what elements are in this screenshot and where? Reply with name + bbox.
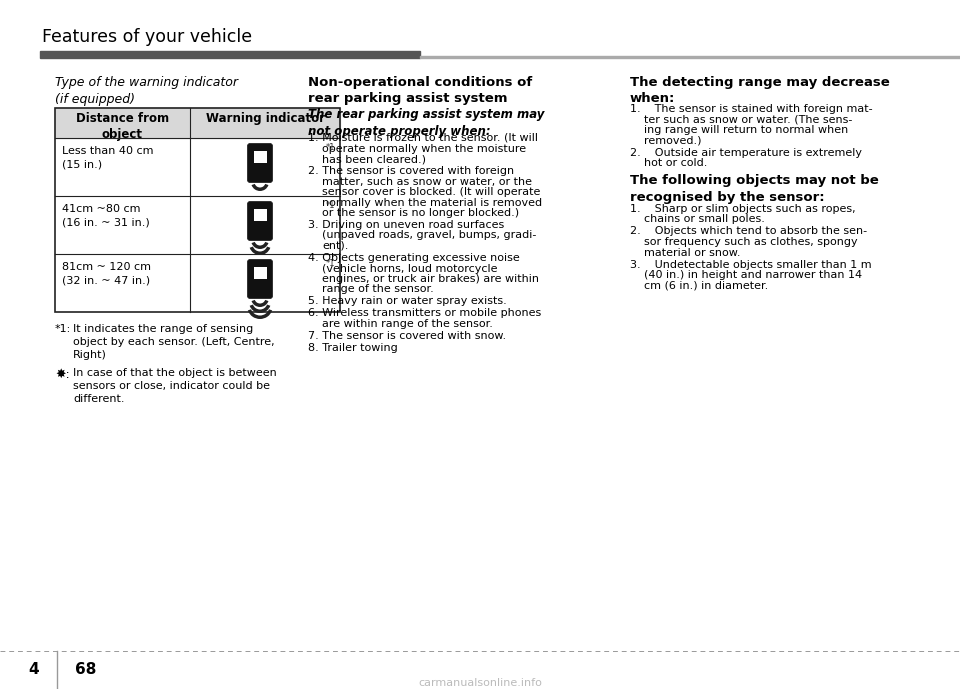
Text: sensor cover is blocked. (It will operate: sensor cover is blocked. (It will operat… bbox=[322, 187, 540, 197]
Text: The rear parking assist system may
not operate properly when:: The rear parking assist system may not o… bbox=[308, 108, 544, 138]
Text: rear parking assist system: rear parking assist system bbox=[308, 92, 508, 105]
Text: Less than 40 cm
(15 in.): Less than 40 cm (15 in.) bbox=[62, 146, 154, 169]
Bar bbox=[55, 108, 340, 312]
Text: 4: 4 bbox=[29, 662, 39, 677]
Text: Features of your vehicle: Features of your vehicle bbox=[42, 28, 252, 46]
Text: *1: *1 bbox=[326, 143, 335, 152]
Text: 2. The sensor is covered with foreign: 2. The sensor is covered with foreign bbox=[308, 166, 515, 176]
Bar bbox=[253, 151, 267, 163]
Bar bbox=[253, 209, 267, 221]
Text: 3. Driving on uneven road surfaces: 3. Driving on uneven road surfaces bbox=[308, 220, 504, 230]
Text: material or snow.: material or snow. bbox=[630, 247, 740, 258]
Text: In case of that the object is between
sensors or close, indicator could be
diffe: In case of that the object is between se… bbox=[73, 368, 276, 404]
Text: Warning indicator: Warning indicator bbox=[205, 112, 324, 125]
Wedge shape bbox=[250, 247, 271, 255]
Text: 4. Objects generating excessive noise: 4. Objects generating excessive noise bbox=[308, 253, 519, 263]
Wedge shape bbox=[252, 300, 269, 307]
FancyBboxPatch shape bbox=[248, 143, 273, 183]
Bar bbox=[253, 267, 267, 279]
Text: ✸:: ✸: bbox=[55, 368, 70, 381]
Wedge shape bbox=[248, 309, 273, 319]
Text: 41cm ~80 cm
(16 in. ~ 31 in.): 41cm ~80 cm (16 in. ~ 31 in.) bbox=[62, 204, 150, 227]
Wedge shape bbox=[252, 242, 269, 249]
Text: engines, or truck air brakes) are within: engines, or truck air brakes) are within bbox=[322, 274, 539, 284]
Text: 81cm ~ 120 cm
(32 in. ~ 47 in.): 81cm ~ 120 cm (32 in. ~ 47 in.) bbox=[62, 262, 151, 285]
Text: Distance from
object: Distance from object bbox=[76, 112, 169, 141]
Text: The detecting range may decrease
when:: The detecting range may decrease when: bbox=[630, 76, 890, 105]
Text: (40 in.) in height and narrower than 14: (40 in.) in height and narrower than 14 bbox=[630, 270, 862, 280]
Wedge shape bbox=[252, 184, 269, 191]
Wedge shape bbox=[250, 305, 271, 313]
Text: 6. Wireless transmitters or mobile phones: 6. Wireless transmitters or mobile phone… bbox=[308, 309, 541, 318]
Bar bbox=[420, 56, 960, 58]
Text: cm (6 in.) in diameter.: cm (6 in.) in diameter. bbox=[630, 280, 768, 291]
Text: 2.    Outside air temperature is extremely: 2. Outside air temperature is extremely bbox=[630, 147, 862, 158]
Text: Type of the warning indicator
(if equipped): Type of the warning indicator (if equipp… bbox=[55, 76, 238, 106]
Text: sor frequency such as clothes, spongy: sor frequency such as clothes, spongy bbox=[630, 237, 857, 247]
FancyBboxPatch shape bbox=[248, 201, 273, 240]
Text: normally when the material is removed: normally when the material is removed bbox=[322, 198, 542, 207]
Bar bbox=[55, 108, 340, 138]
Text: 2.    Objects which tend to absorb the sen-: 2. Objects which tend to absorb the sen- bbox=[630, 227, 867, 236]
Text: 5. Heavy rain or water spray exists.: 5. Heavy rain or water spray exists. bbox=[308, 296, 507, 307]
Text: ter such as snow or water. (The sens-: ter such as snow or water. (The sens- bbox=[630, 114, 852, 125]
Text: hot or cold.: hot or cold. bbox=[630, 158, 708, 168]
Text: range of the sensor.: range of the sensor. bbox=[322, 285, 434, 294]
Bar bbox=[40, 51, 420, 58]
Text: 68: 68 bbox=[75, 662, 96, 677]
Text: (vehicle horns, loud motorcycle: (vehicle horns, loud motorcycle bbox=[322, 263, 497, 274]
Text: are within range of the sensor.: are within range of the sensor. bbox=[322, 319, 492, 329]
Text: removed.): removed.) bbox=[630, 136, 702, 145]
Text: ing range will return to normal when: ing range will return to normal when bbox=[630, 125, 849, 135]
FancyBboxPatch shape bbox=[248, 260, 273, 298]
Text: has been cleared.): has been cleared.) bbox=[322, 154, 426, 164]
Text: carmanualsonline.info: carmanualsonline.info bbox=[418, 678, 542, 688]
Text: 1.    Sharp or slim objects such as ropes,: 1. Sharp or slim objects such as ropes, bbox=[630, 204, 855, 214]
Text: (unpaved roads, gravel, bumps, gradi-: (unpaved roads, gravel, bumps, gradi- bbox=[322, 231, 537, 240]
Text: It indicates the range of sensing
object by each sensor. (Left, Centre,
Right): It indicates the range of sensing object… bbox=[73, 324, 275, 360]
Text: operate normally when the moisture: operate normally when the moisture bbox=[322, 143, 526, 154]
Text: 7. The sensor is covered with snow.: 7. The sensor is covered with snow. bbox=[308, 331, 506, 341]
Text: 8. Trailer towing: 8. Trailer towing bbox=[308, 343, 397, 353]
Text: *1: *1 bbox=[326, 201, 335, 210]
Text: or the sensor is no longer blocked.): or the sensor is no longer blocked.) bbox=[322, 208, 519, 218]
Text: The following objects may not be
recognised by the sensor:: The following objects may not be recogni… bbox=[630, 174, 878, 203]
Text: Non-operational conditions of: Non-operational conditions of bbox=[308, 76, 532, 89]
Text: ent).: ent). bbox=[322, 241, 348, 251]
Text: 1.    The sensor is stained with foreign mat-: 1. The sensor is stained with foreign ma… bbox=[630, 104, 873, 114]
Text: *1:: *1: bbox=[55, 324, 71, 334]
Text: 3.    Undetectable objects smaller than 1 m: 3. Undetectable objects smaller than 1 m bbox=[630, 260, 872, 269]
Text: *1: *1 bbox=[326, 259, 335, 268]
Text: 1. Moisture is frozen to the sensor. (It will: 1. Moisture is frozen to the sensor. (It… bbox=[308, 133, 538, 143]
Text: matter, such as snow or water, or the: matter, such as snow or water, or the bbox=[322, 176, 532, 187]
Text: chains or small poles.: chains or small poles. bbox=[630, 214, 765, 225]
